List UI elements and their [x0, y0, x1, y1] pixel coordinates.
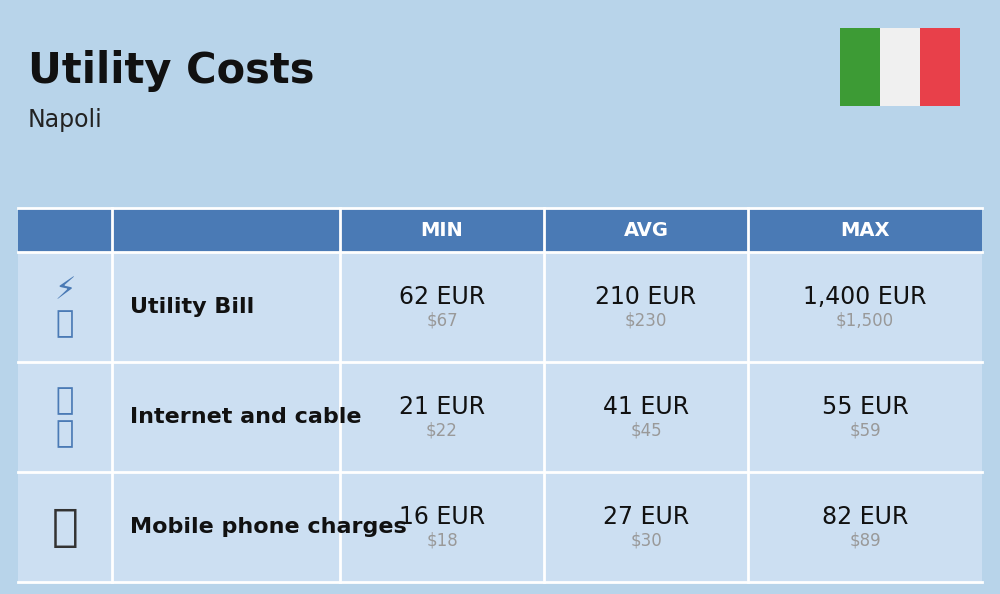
Text: Internet and cable: Internet and cable	[130, 407, 362, 427]
Text: $1,500: $1,500	[836, 312, 894, 330]
Text: MAX: MAX	[840, 220, 890, 239]
Text: $67: $67	[426, 312, 458, 330]
Text: $18: $18	[426, 532, 458, 550]
Bar	[920, 28, 960, 106]
Text: AVG: AVG	[624, 220, 668, 239]
Text: 16 EUR: 16 EUR	[399, 505, 485, 529]
Text: Utility Costs: Utility Costs	[28, 50, 314, 92]
Text: $22: $22	[426, 422, 458, 440]
Text: 55 EUR: 55 EUR	[822, 395, 908, 419]
Text: MIN: MIN	[421, 220, 463, 239]
Text: 210 EUR: 210 EUR	[595, 285, 697, 309]
Text: 1,400 EUR: 1,400 EUR	[803, 285, 927, 309]
Text: $89: $89	[849, 532, 881, 550]
Text: Utility Bill: Utility Bill	[130, 297, 254, 317]
Bar	[35, 273, 95, 341]
Bar	[18, 362, 982, 472]
Bar	[18, 252, 982, 362]
Bar	[18, 472, 982, 582]
Text: ⚡
🔧: ⚡ 🔧	[54, 276, 76, 339]
Text: $30: $30	[630, 532, 662, 550]
Bar	[18, 208, 982, 252]
Text: 62 EUR: 62 EUR	[399, 285, 485, 309]
Bar	[880, 28, 920, 106]
Text: 📡
🖧: 📡 🖧	[56, 386, 74, 448]
Text: 📱: 📱	[52, 505, 78, 548]
Text: Napoli: Napoli	[28, 108, 103, 132]
Text: 27 EUR: 27 EUR	[603, 505, 689, 529]
Text: Mobile phone charges: Mobile phone charges	[130, 517, 407, 537]
Bar	[840, 28, 880, 106]
Text: $59: $59	[849, 422, 881, 440]
Text: $230: $230	[625, 312, 667, 330]
Text: 82 EUR: 82 EUR	[822, 505, 908, 529]
Text: 21 EUR: 21 EUR	[399, 395, 485, 419]
Text: 41 EUR: 41 EUR	[603, 395, 689, 419]
Text: $45: $45	[630, 422, 662, 440]
